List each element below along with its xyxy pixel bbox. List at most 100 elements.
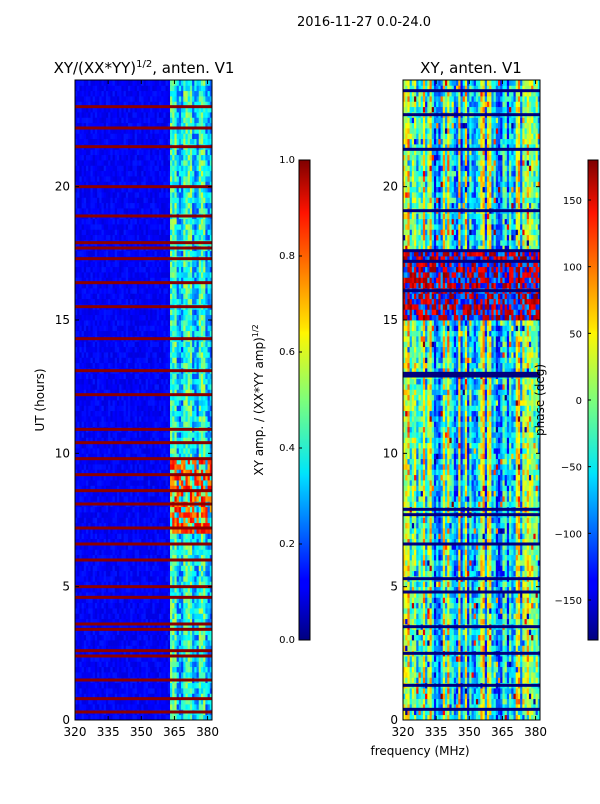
- heatmap1-cell: [88, 656, 91, 662]
- heatmap1-cell: [192, 565, 195, 572]
- heatmap1-cell: [203, 714, 206, 720]
- heatmap1-cell: [123, 298, 127, 305]
- heatmap1-cell: [112, 565, 116, 572]
- heatmap1-cell: [200, 618, 204, 625]
- heatmap1-cell: [192, 517, 195, 524]
- heatmap1-cell: [205, 661, 208, 668]
- heatmap1-cell: [187, 608, 191, 614]
- heatmap1-cell: [110, 698, 113, 705]
- heatmap1-cell: [130, 576, 133, 582]
- heatmap1-cell: [128, 453, 131, 460]
- heatmap1-cell: [99, 581, 102, 588]
- heatmap1-cell: [83, 544, 87, 550]
- heatmap1-cell: [116, 533, 120, 540]
- heatmap1-cell: [99, 469, 102, 476]
- heatmap1-cell: [81, 416, 85, 422]
- heatmap1-cell: [99, 565, 102, 572]
- heatmap1-cell: [156, 624, 160, 630]
- heatmap1-cell: [185, 581, 189, 588]
- heatmap1-cell: [88, 314, 91, 321]
- heatmap1-cell: [110, 410, 113, 417]
- heatmap1-cell: [112, 293, 116, 300]
- heatmap1-cell: [161, 618, 164, 625]
- heatmap1-cell: [147, 293, 151, 300]
- heatmap1-cell: [167, 453, 171, 460]
- heatmap1-cell: [152, 496, 155, 502]
- heatmap1-cell: [150, 352, 153, 358]
- heatmap1-cell: [132, 346, 136, 353]
- heatmap1-cell: [128, 320, 131, 326]
- heatmap1-cell: [207, 608, 211, 614]
- heatmap1-cell: [101, 512, 105, 518]
- heatmap1-cell: [207, 442, 211, 449]
- heatmap1-cell: [110, 293, 113, 300]
- heatmap1-cell: [172, 544, 175, 550]
- heatmap1-cell: [176, 400, 180, 406]
- heatmap1-cell: [83, 586, 87, 593]
- heatmap1-cell: [141, 442, 144, 449]
- heatmap1-cell: [198, 560, 202, 566]
- heatmap1-cell: [147, 693, 151, 700]
- heatmap1-cell: [174, 688, 178, 694]
- heatmap1-cell: [139, 378, 142, 385]
- heatmap1-cell: [141, 469, 144, 476]
- heatmap1-cell: [196, 693, 200, 700]
- heatmap1-cell: [88, 698, 91, 705]
- heatmap1-cell: [209, 346, 212, 353]
- heatmap1-cell: [110, 517, 113, 524]
- heatmap1-cell: [154, 533, 158, 540]
- heatmap1-cell: [150, 442, 153, 449]
- heatmap1-cell: [112, 394, 116, 401]
- heatmap1-cell: [158, 522, 162, 529]
- heatmap1-cell: [185, 560, 189, 566]
- heatmap1-cell: [88, 293, 91, 300]
- heatmap1-cell: [92, 458, 96, 465]
- heatmap1-cell: [114, 405, 118, 412]
- heatmap1-cell: [141, 474, 144, 481]
- heatmap1-cell: [88, 485, 91, 492]
- heatmap1-cell: [110, 682, 113, 689]
- heatmap1-cell: [112, 549, 116, 556]
- heatmap1-cell: [196, 608, 200, 614]
- heatmap1-cell: [114, 570, 118, 577]
- heatmap1-cell: [167, 704, 171, 710]
- heatmap1-cell: [119, 357, 122, 364]
- heatmap1-cell: [196, 565, 200, 572]
- heatmap1-cell: [132, 378, 136, 385]
- heatmap1-cell: [121, 586, 125, 593]
- heatmap1-cell: [141, 320, 144, 326]
- heatmap1-cell: [75, 341, 78, 348]
- heatmap1-cell: [200, 405, 204, 412]
- heatmap1-cell: [86, 714, 89, 720]
- heatmap1-cell: [203, 549, 206, 556]
- heatmap1-cell: [187, 645, 191, 652]
- heatmap1-cell: [183, 661, 186, 668]
- heatmap1-cell: [178, 592, 182, 598]
- heatmap1-cell: [209, 373, 212, 380]
- heatmap1-cell: [158, 298, 162, 305]
- heatmap1-cell: [176, 432, 180, 438]
- heatmap1-cell: [178, 640, 182, 646]
- heatmap1-cell: [187, 682, 191, 689]
- heatmap1-cell: [130, 314, 133, 321]
- heatmap1-cell: [136, 298, 140, 305]
- heatmap1-cell: [81, 704, 85, 710]
- heatmap1-cell: [170, 698, 173, 705]
- heatmap1-cell: [181, 538, 184, 545]
- heatmap1-cell: [119, 613, 122, 620]
- heatmap1-cell: [116, 346, 120, 353]
- heatmap1-cell: [203, 480, 206, 486]
- heatmap1-cell: [161, 309, 164, 316]
- heatmap1-cell: [116, 405, 120, 412]
- heatmap1-cell: [136, 602, 140, 609]
- heatmap1-cell: [83, 320, 87, 326]
- heatmap1-cell: [207, 613, 211, 620]
- heatmap1-cell: [187, 570, 191, 577]
- heatmap1-cell: [150, 698, 153, 705]
- heatmap1-cell: [143, 432, 147, 438]
- heatmap1-cell: [194, 362, 197, 369]
- heatmap1-cell: [161, 629, 164, 636]
- heatmap1-cell: [192, 346, 195, 353]
- heatmap1-cell: [112, 650, 116, 657]
- heatmap1-cell: [158, 613, 162, 620]
